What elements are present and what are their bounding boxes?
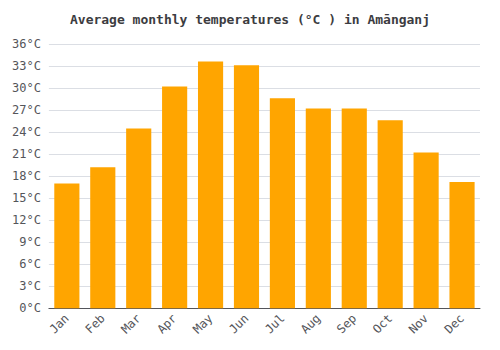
svg-text:Jul: Jul [262, 311, 287, 336]
svg-text:0°C: 0°C [19, 301, 41, 315]
svg-text:Sep: Sep [334, 311, 359, 336]
svg-text:Oct: Oct [370, 311, 395, 336]
svg-text:24°C: 24°C [12, 125, 41, 139]
svg-text:30°C: 30°C [12, 81, 41, 95]
svg-text:3°C: 3°C [19, 279, 41, 293]
svg-text:9°C: 9°C [19, 235, 41, 249]
svg-text:Aug: Aug [298, 311, 323, 336]
svg-text:Nov: Nov [406, 311, 431, 336]
svg-text:36°C: 36°C [12, 37, 41, 51]
svg-text:May: May [190, 311, 215, 336]
svg-text:Mar: Mar [118, 311, 143, 336]
svg-text:6°C: 6°C [19, 257, 41, 271]
svg-text:15°C: 15°C [12, 191, 41, 205]
svg-text:Average monthly temperatures (: Average monthly temperatures (°C ) in Am… [70, 12, 430, 27]
svg-text:21°C: 21°C [12, 147, 41, 161]
svg-text:33°C: 33°C [12, 59, 41, 73]
svg-text:Jun: Jun [226, 311, 251, 336]
svg-text:18°C: 18°C [12, 169, 41, 183]
svg-text:12°C: 12°C [12, 213, 41, 227]
svg-text:Dec: Dec [442, 311, 467, 336]
svg-text:27°C: 27°C [12, 103, 41, 117]
svg-text:Jan: Jan [47, 311, 72, 336]
svg-text:Feb: Feb [83, 311, 108, 336]
svg-text:Apr: Apr [154, 311, 179, 336]
